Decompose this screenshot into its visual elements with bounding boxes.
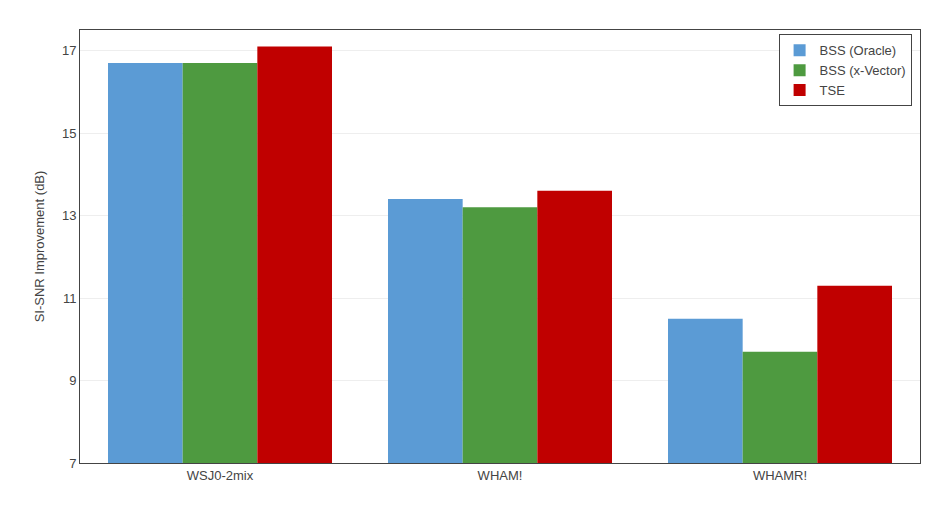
svg-text:BSS (Oracle): BSS (Oracle) (820, 43, 897, 58)
svg-text:WHAM!: WHAM! (478, 468, 523, 483)
svg-text:SI-SNR Improvement (dB): SI-SNR Improvement (dB) (32, 171, 47, 323)
svg-text:17: 17 (62, 43, 76, 58)
svg-text:7: 7 (69, 456, 76, 471)
svg-text:13: 13 (62, 208, 76, 223)
svg-text:15: 15 (62, 126, 76, 141)
svg-text:11: 11 (63, 291, 77, 306)
svg-text:9: 9 (69, 373, 76, 388)
svg-text:WSJ0-2mix: WSJ0-2mix (187, 468, 254, 483)
svg-text:WHAMR!: WHAMR! (753, 468, 807, 483)
svg-text:TSE: TSE (820, 83, 846, 98)
svg-text:BSS (x-Vector): BSS (x-Vector) (820, 63, 906, 78)
